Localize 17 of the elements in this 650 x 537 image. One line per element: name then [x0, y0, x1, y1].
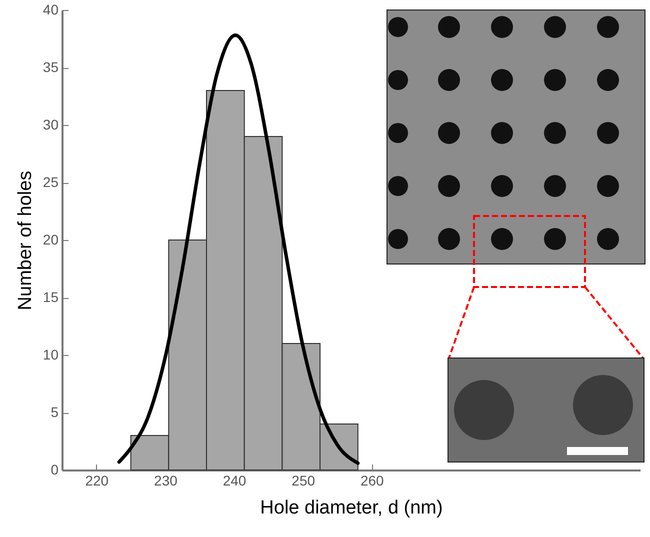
x-tick-label: 260 — [360, 472, 384, 488]
y-tick-label: 15 — [42, 289, 59, 305]
x-tick-label: 230 — [154, 472, 178, 488]
x-tick-label: 240 — [222, 472, 246, 488]
y-tick-label: 40 — [42, 2, 59, 18]
y-tick-label: 20 — [42, 232, 59, 248]
y-axis-title: Number of holes — [14, 170, 36, 310]
y-tick-label: 30 — [42, 116, 59, 132]
x-axis-title: Hole diameter, d (nm) — [260, 498, 443, 518]
y-tick-label: 5 — [50, 404, 59, 420]
line-series — [117, 34, 360, 465]
x-tick-label: 220 — [85, 472, 109, 488]
y-tick-label: 10 — [42, 346, 59, 362]
y-tick-label: 25 — [42, 174, 59, 190]
y-tick-label: 35 — [42, 59, 59, 75]
y-tick-label: 0 — [50, 462, 59, 478]
x-tick-label: 250 — [292, 472, 316, 488]
